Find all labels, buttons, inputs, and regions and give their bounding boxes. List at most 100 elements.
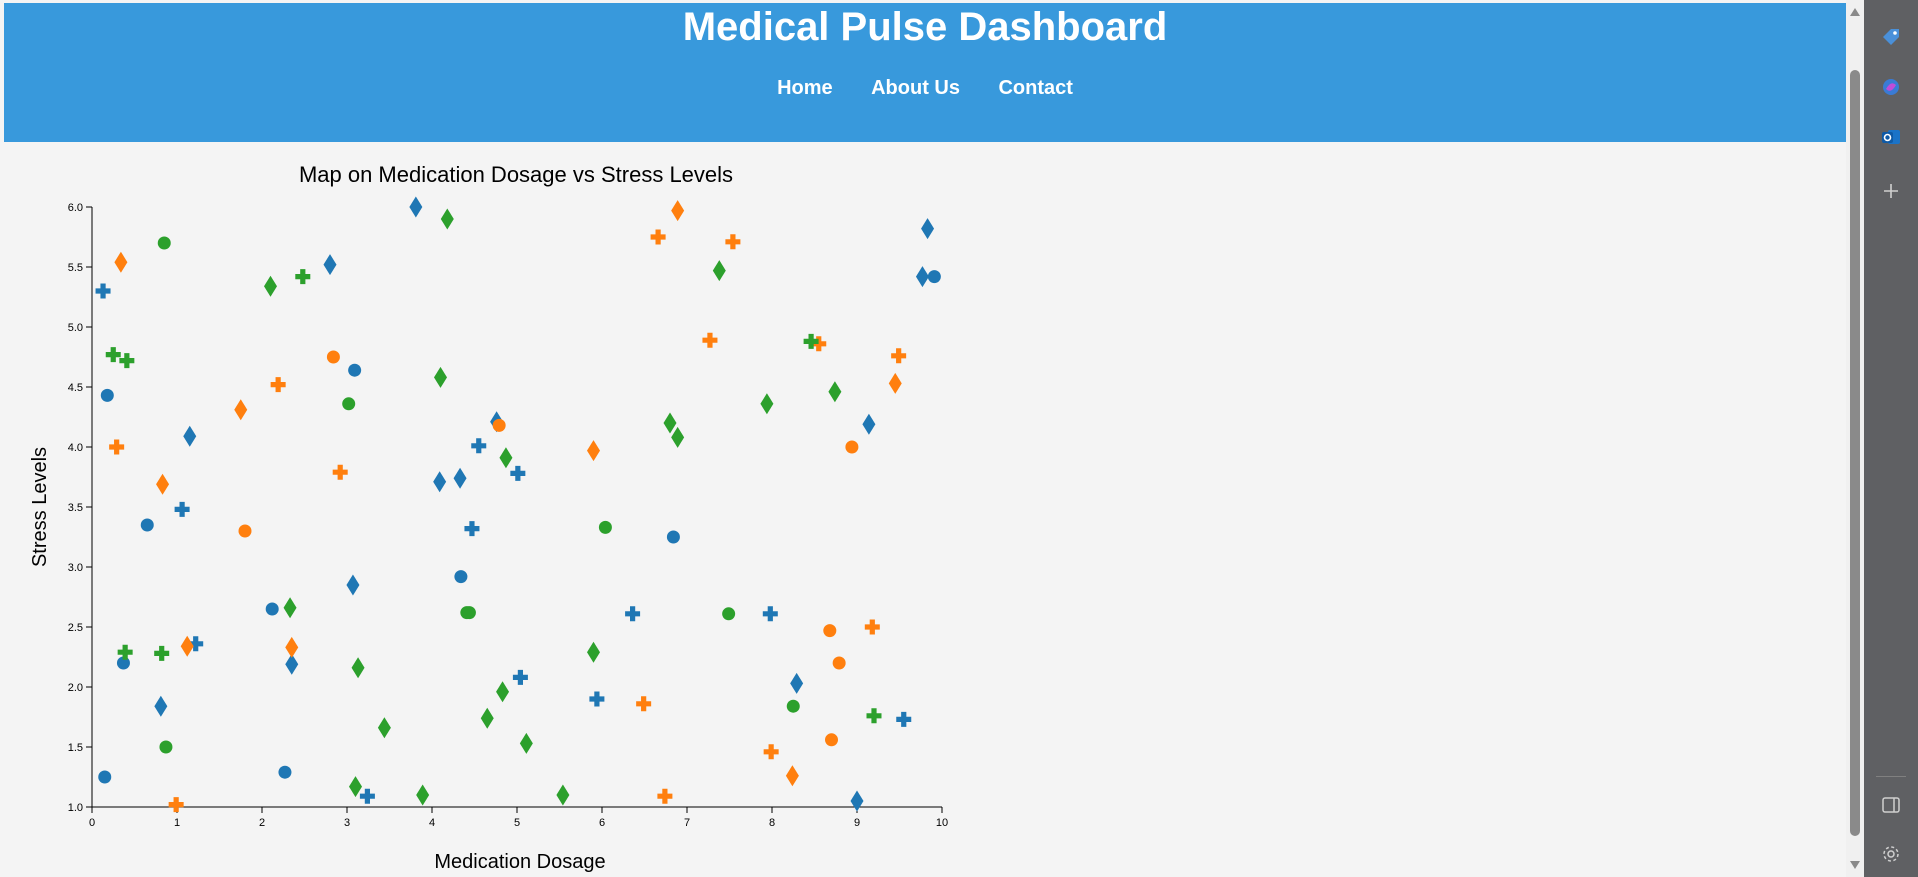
data-point-diamond bbox=[587, 641, 600, 663]
x-tick-label: 3 bbox=[344, 817, 350, 829]
side-panel-divider bbox=[1876, 776, 1906, 777]
data-point-diamond bbox=[712, 260, 726, 282]
data-point-circle bbox=[348, 363, 362, 377]
data-point-cross bbox=[512, 669, 528, 685]
x-tick-label: 7 bbox=[684, 817, 690, 829]
data-point-circle bbox=[159, 740, 173, 754]
chart-title: Map on Medication Dosage vs Stress Level… bbox=[299, 162, 733, 187]
data-point-cross bbox=[109, 439, 125, 455]
data-point-circle bbox=[342, 397, 356, 411]
data-point-cross bbox=[105, 347, 121, 363]
data-point-cross bbox=[811, 336, 827, 352]
data-point-diamond bbox=[180, 635, 194, 657]
data-point-cross bbox=[657, 788, 673, 804]
data-point-circle bbox=[454, 570, 468, 584]
data-point-circle bbox=[462, 606, 476, 620]
data-point-diamond bbox=[323, 254, 337, 276]
data-point-cross bbox=[117, 644, 133, 660]
data-point-diamond bbox=[850, 790, 864, 812]
data-point-cross bbox=[763, 744, 779, 760]
x-tick-label: 9 bbox=[854, 817, 860, 829]
data-point-diamond bbox=[499, 447, 513, 469]
nav-home-link[interactable]: Home bbox=[777, 77, 833, 99]
main-nav: Home About Us Contact bbox=[4, 73, 1846, 103]
scroll-down-arrow-icon[interactable] bbox=[1850, 861, 1860, 869]
x-tick-label: 8 bbox=[769, 817, 775, 829]
data-point-diamond bbox=[790, 672, 804, 694]
data-point-circle bbox=[927, 270, 941, 284]
sidebar-toggle-icon[interactable] bbox=[1877, 791, 1905, 819]
data-point-cross bbox=[702, 332, 718, 348]
data-point-circle bbox=[116, 656, 130, 670]
x-tick-label: 4 bbox=[429, 817, 435, 829]
x-tick-label: 5 bbox=[514, 817, 520, 829]
data-point-diamond bbox=[234, 399, 248, 421]
y-tick-label: 4.5 bbox=[68, 382, 83, 394]
data-point-diamond bbox=[519, 732, 533, 754]
y-tick-label: 1.5 bbox=[68, 742, 83, 754]
data-point-circle bbox=[825, 733, 838, 747]
data-point-circle bbox=[326, 350, 340, 364]
x-tick-label: 6 bbox=[599, 817, 605, 829]
data-points bbox=[95, 196, 941, 813]
data-point-cross bbox=[891, 348, 907, 364]
vertical-scrollbar[interactable] bbox=[1846, 0, 1864, 877]
page-title: Medical Pulse Dashboard bbox=[682, 5, 1168, 49]
data-point-cross bbox=[464, 521, 480, 537]
data-point-diamond bbox=[587, 440, 600, 462]
data-point-diamond bbox=[915, 266, 929, 288]
data-point-diamond bbox=[862, 413, 876, 435]
data-point-diamond bbox=[671, 426, 685, 448]
data-point-circle bbox=[845, 440, 859, 454]
data-point-cross bbox=[168, 797, 184, 813]
scroll-up-arrow-icon[interactable] bbox=[1850, 8, 1860, 16]
data-point-diamond bbox=[351, 657, 365, 679]
data-point-diamond bbox=[480, 707, 494, 729]
data-point-cross bbox=[359, 788, 375, 804]
data-point-diamond bbox=[156, 473, 170, 495]
outlook-icon[interactable] bbox=[1877, 123, 1905, 151]
y-tick-label: 2.5 bbox=[68, 622, 83, 634]
y-tick-label: 1.0 bbox=[68, 802, 83, 814]
data-point-circle bbox=[100, 388, 114, 402]
data-point-cross bbox=[762, 606, 778, 622]
data-point-diamond bbox=[453, 467, 467, 489]
x-axis: 0 1 2 3 4 5 6 7 8 9 10 bbox=[89, 806, 948, 829]
data-point-diamond bbox=[285, 653, 299, 675]
x-tick-label: 10 bbox=[936, 817, 948, 829]
data-point-cross bbox=[896, 711, 912, 727]
data-point-diamond bbox=[433, 471, 447, 493]
scatter-chart: Map on Medication Dosage vs Stress Level… bbox=[29, 162, 948, 873]
data-point-cross bbox=[119, 353, 135, 369]
data-point-cross bbox=[270, 377, 286, 393]
settings-icon[interactable] bbox=[1877, 840, 1905, 868]
data-point-cross bbox=[295, 269, 311, 285]
nav-contact-link[interactable]: Contact bbox=[998, 77, 1073, 99]
copilot-icon[interactable] bbox=[1877, 73, 1905, 101]
data-point-circle bbox=[492, 418, 506, 432]
nav-about-us-link[interactable]: About Us bbox=[871, 77, 960, 99]
data-point-cross bbox=[471, 438, 487, 454]
data-point-diamond bbox=[285, 636, 299, 658]
data-point-circle bbox=[278, 765, 292, 779]
data-point-diamond bbox=[377, 717, 391, 739]
data-point-cross bbox=[332, 464, 348, 480]
y-tick-label: 5.5 bbox=[68, 262, 83, 274]
scrollbar-thumb[interactable] bbox=[1850, 70, 1860, 836]
browser-side-panel bbox=[1864, 0, 1918, 877]
data-point-diamond bbox=[183, 425, 197, 447]
data-point-cross bbox=[625, 606, 641, 622]
data-point-cross bbox=[154, 645, 170, 661]
data-point-diamond bbox=[671, 200, 685, 222]
data-point-diamond bbox=[154, 695, 168, 717]
data-point-diamond bbox=[409, 196, 423, 218]
data-point-cross bbox=[95, 283, 111, 299]
data-point-diamond bbox=[416, 784, 430, 806]
tag-icon[interactable] bbox=[1877, 23, 1905, 51]
x-tick-label: 1 bbox=[174, 817, 180, 829]
data-point-cross bbox=[174, 501, 190, 517]
data-point-diamond bbox=[921, 218, 935, 240]
data-point-diamond bbox=[114, 251, 128, 273]
plus-icon[interactable] bbox=[1877, 177, 1905, 205]
